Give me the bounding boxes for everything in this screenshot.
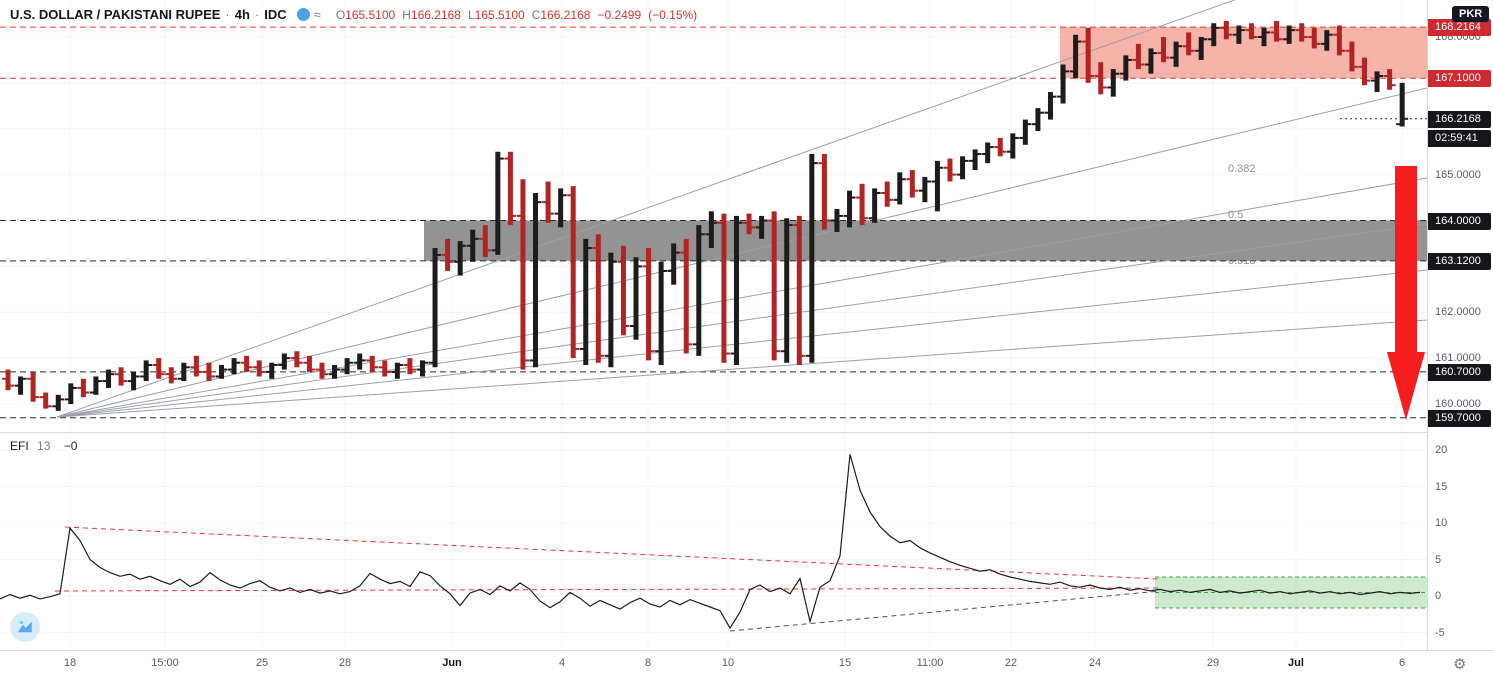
price-axis[interactable]: 168.0000 165.0000 162.0000 161.0000 160.0000… (1427, 0, 1493, 650)
time-axis-label: 11:00 (916, 657, 944, 669)
time-axis-label: 18 (63, 657, 77, 669)
efi-indicator-legend[interactable]: EFI 13 −0 (10, 439, 77, 453)
time-axis-label: 8 (644, 657, 652, 669)
symbol-title[interactable]: U.S. DOLLAR / PAKISTANI RUPEE (10, 7, 221, 22)
price-tag: 166.2168 (1428, 110, 1491, 128)
price-axis-label: 161.0000 (1435, 352, 1481, 365)
countdown-tag: 02:59:41 (1428, 129, 1491, 147)
chart-logo-icon[interactable] (10, 612, 40, 642)
efi-axis-label: 10 (1435, 517, 1448, 529)
price-tag: 164.0000 (1428, 212, 1491, 230)
pane-divider[interactable] (0, 432, 1493, 433)
legend-separator: · (225, 7, 230, 22)
time-axis-label: 22 (1004, 657, 1018, 669)
price-change-percent: (−0.15%) (648, 7, 698, 22)
fib-level-label: 0.5 (1228, 209, 1243, 221)
efi-indicator-pane-canvas[interactable] (0, 433, 1427, 650)
currency-badge[interactable]: PKR (1452, 6, 1490, 22)
time-axis-label: Jul (1288, 657, 1304, 669)
price-axis-label: 160.0000 (1435, 398, 1481, 410)
time-axis-label: 28 (338, 657, 352, 669)
time-axis-label: 6 (1398, 657, 1406, 669)
main-price-pane-canvas[interactable]: 0.382 0.5 0.618 (0, 0, 1427, 433)
ohlc-close: C166.2168 (531, 7, 591, 22)
efi-axis-label: -5 (1435, 626, 1445, 639)
price-tag: 163.1200 (1428, 252, 1491, 270)
indicator-param: 13 (37, 439, 51, 453)
down-arrow-annotation[interactable] (1387, 166, 1425, 420)
time-axis-label: 24 (1088, 657, 1102, 669)
price-axis-label: 162.0000 (1435, 306, 1481, 319)
data-provider-icon (296, 8, 310, 21)
price-tag: 168.2164 (1428, 19, 1491, 37)
efi-axis-label: 0 (1435, 590, 1442, 602)
price-tag: 160.7000 (1428, 363, 1491, 381)
efi-trendlines[interactable] (54, 526, 1161, 632)
time-axis-label: 25 (255, 657, 269, 669)
time-axis-label: 15 (838, 657, 852, 669)
time-axis-label: Jun (442, 657, 462, 669)
price-bars-series (2, 20, 1409, 411)
gear-icon[interactable]: ⚙ (1453, 656, 1467, 673)
time-axis-label: 29 (1206, 657, 1220, 669)
efi-line-series (0, 454, 1421, 630)
indicator-value: −0 (63, 439, 78, 453)
efi-grid (0, 433, 1427, 650)
exchange-label[interactable]: IDC (264, 7, 287, 22)
fib-level-label: 0.618 (1228, 255, 1256, 267)
time-axis-label: 15:00 (151, 657, 179, 669)
price-axis-label: 165.0000 (1435, 168, 1481, 181)
mountain-chart-icon (18, 621, 32, 633)
time-axis-label: 10 (721, 657, 735, 669)
time-axis[interactable]: 18 15:00 25 28 Jun 4 8 10 15 11:00 22 24 29 Jul 6 (0, 650, 1493, 676)
efi-axis-label: 15 (1435, 480, 1448, 493)
efi-axis-label: 20 (1435, 444, 1448, 456)
price-change: −0.2499 (597, 7, 642, 22)
ohlc-high: H166.2168 (402, 7, 461, 22)
ohlc-open: O165.5100 (335, 7, 396, 22)
timeframe-label[interactable]: 4h (234, 7, 250, 22)
chart-legend: U.S. DOLLAR / PAKISTANI RUPEE · 4h · IDC… (10, 7, 697, 22)
indicator-name: EFI (10, 439, 29, 453)
fib-fan[interactable]: 0.382 0.5 0.618 (56, 0, 1427, 418)
efi-axis-label: 5 (1435, 553, 1442, 566)
legend-separator: · (254, 7, 260, 22)
price-tag: 159.7000 (1428, 409, 1491, 427)
price-tag: 167.1000 (1428, 70, 1491, 88)
delayed-data-icon: ≈ (313, 7, 321, 22)
fib-level-label: 0.382 (1228, 163, 1256, 175)
ohlc-low: L165.5100 (467, 7, 525, 22)
consolidation-zone[interactable] (424, 220, 1427, 261)
time-axis-label: 4 (558, 657, 566, 669)
